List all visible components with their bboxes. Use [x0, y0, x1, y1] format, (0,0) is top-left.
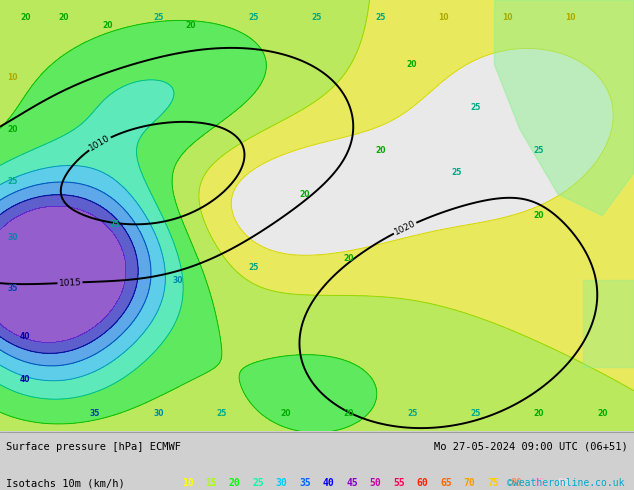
- Text: 75: 75: [487, 478, 499, 488]
- Polygon shape: [495, 0, 634, 216]
- Text: 25: 25: [470, 103, 481, 112]
- Text: 20: 20: [597, 410, 607, 418]
- Text: 25: 25: [217, 410, 227, 418]
- Text: 30: 30: [172, 276, 183, 285]
- Text: 25: 25: [451, 168, 462, 177]
- Text: 15: 15: [205, 478, 217, 488]
- Text: 80: 80: [510, 478, 522, 488]
- Text: 10: 10: [502, 13, 512, 22]
- Text: 20: 20: [344, 410, 354, 418]
- Text: Isotachs 10m (km/h): Isotachs 10m (km/h): [6, 478, 125, 488]
- Text: 20: 20: [407, 60, 417, 69]
- Text: 20: 20: [534, 211, 544, 220]
- Polygon shape: [583, 280, 634, 367]
- Text: 25: 25: [534, 147, 544, 155]
- Text: 40: 40: [20, 332, 30, 341]
- Text: Surface pressure [hPa] ECMWF: Surface pressure [hPa] ECMWF: [6, 442, 181, 452]
- Text: 25: 25: [249, 263, 259, 272]
- Text: 50: 50: [370, 478, 382, 488]
- Text: 25: 25: [153, 13, 164, 22]
- Text: 35: 35: [8, 284, 18, 294]
- Text: 65: 65: [440, 478, 452, 488]
- Text: 20: 20: [280, 410, 290, 418]
- Text: 35: 35: [299, 478, 311, 488]
- Text: 30: 30: [8, 233, 18, 242]
- Text: 1015: 1015: [58, 278, 82, 288]
- Text: 40: 40: [20, 375, 30, 384]
- Text: 35: 35: [90, 410, 100, 418]
- Text: 25: 25: [109, 220, 119, 229]
- Text: 25: 25: [375, 13, 385, 22]
- Text: 25: 25: [8, 176, 18, 186]
- Text: 25: 25: [407, 410, 417, 418]
- Text: 20: 20: [8, 125, 18, 134]
- Text: 25: 25: [252, 478, 264, 488]
- Text: 25: 25: [249, 13, 259, 22]
- Text: 10: 10: [8, 73, 18, 82]
- Text: 55: 55: [393, 478, 405, 488]
- Text: 90: 90: [557, 478, 569, 488]
- Text: 60: 60: [417, 478, 429, 488]
- Text: 20: 20: [58, 13, 68, 22]
- Text: 25: 25: [470, 410, 481, 418]
- Text: 45: 45: [346, 478, 358, 488]
- Text: 40: 40: [323, 478, 335, 488]
- Text: 30: 30: [276, 478, 288, 488]
- Text: 1010: 1010: [87, 134, 112, 153]
- Text: 70: 70: [463, 478, 476, 488]
- Text: 10: 10: [439, 13, 449, 22]
- Text: ©weatheronline.co.uk: ©weatheronline.co.uk: [507, 478, 624, 488]
- Text: 1020: 1020: [392, 219, 417, 237]
- Text: 20: 20: [375, 147, 385, 155]
- Text: 20: 20: [299, 190, 309, 198]
- Text: 25: 25: [312, 13, 322, 22]
- Text: 20: 20: [534, 410, 544, 418]
- Text: 20: 20: [20, 13, 30, 22]
- Text: 20: 20: [185, 22, 195, 30]
- Text: 10: 10: [566, 13, 576, 22]
- Text: 20: 20: [344, 254, 354, 263]
- Text: Mo 27-05-2024 09:00 UTC (06+51): Mo 27-05-2024 09:00 UTC (06+51): [434, 442, 628, 452]
- Text: 85: 85: [534, 478, 546, 488]
- Text: 30: 30: [153, 410, 164, 418]
- Text: 20: 20: [229, 478, 241, 488]
- Text: 10: 10: [182, 478, 194, 488]
- Text: 20: 20: [103, 22, 113, 30]
